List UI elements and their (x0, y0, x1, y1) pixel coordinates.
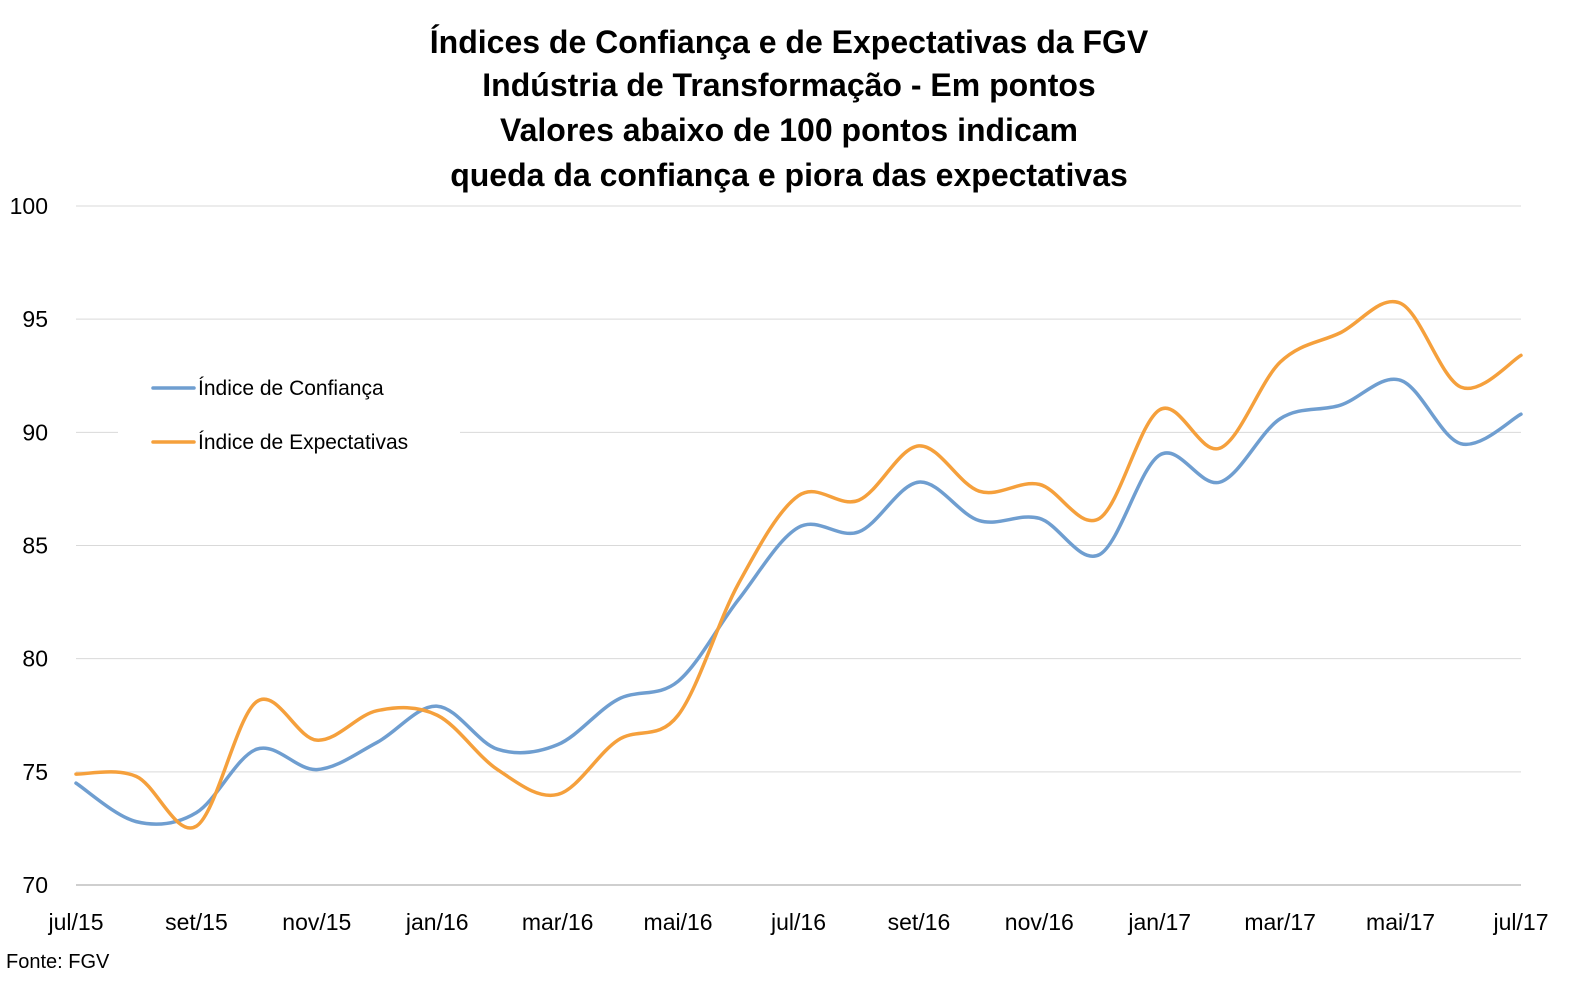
x-tick-label: set/15 (165, 909, 228, 935)
x-axis: jul/15 set/15 nov/15 jan/16 mar/16 mai/16 jul/… (48, 884, 1549, 935)
y-tick-label: 100 (10, 193, 48, 219)
plot-area (74, 299, 1523, 830)
chart-title-line-4: queda da confiança e piora das expectati… (450, 157, 1128, 193)
legend-item-confianca: Índice de Confiança (151, 377, 384, 400)
x-tick-label: nov/15 (282, 909, 351, 935)
y-tick-label: 90 (22, 419, 48, 445)
chart-title: Índices de Confiança e de Expectativas d… (430, 24, 1149, 193)
x-tick-label: mar/17 (1244, 909, 1316, 935)
y-tick-label: 70 (22, 872, 48, 898)
legend: Índice de Confiança Índice de Expectativa… (118, 356, 460, 468)
legend-background (118, 356, 460, 468)
x-tick-label: mai/17 (1366, 909, 1435, 935)
x-tick-label: jan/17 (1127, 909, 1191, 935)
chart-title-line-1: Índices de Confiança e de Expectativas d… (430, 24, 1149, 60)
y-tick-label: 95 (22, 306, 48, 332)
y-tick-label: 85 (22, 533, 48, 559)
x-tick-label: jul/15 (48, 909, 104, 935)
series-line-expectativas (74, 299, 1523, 830)
legend-item-expectativas: Índice de Expectativas (151, 431, 408, 454)
x-tick-label: set/16 (888, 909, 951, 935)
x-tick-label: jan/16 (405, 909, 469, 935)
x-tick-label: jul/17 (1493, 909, 1549, 935)
gridlines (76, 205, 1521, 773)
y-tick-label: 75 (22, 759, 48, 785)
x-tick-label: nov/16 (1005, 909, 1074, 935)
y-axis: 70 75 80 85 90 95 100 (10, 193, 48, 898)
x-tick-label: mai/16 (644, 909, 713, 935)
chart-title-line-3: Valores abaixo de 100 pontos indicam (500, 112, 1078, 148)
legend-label: Índice de Expectativas (198, 431, 408, 454)
legend-label: Índice de Confiança (198, 377, 384, 400)
chart-title-line-2: Indústria de Transformação - Em pontos (482, 67, 1095, 103)
source-label: Fonte: FGV (6, 951, 110, 973)
x-tick-label: mar/16 (522, 909, 594, 935)
y-tick-label: 80 (22, 646, 48, 672)
series-line-confianca (74, 377, 1523, 826)
x-tick-label: jul/16 (770, 909, 826, 935)
